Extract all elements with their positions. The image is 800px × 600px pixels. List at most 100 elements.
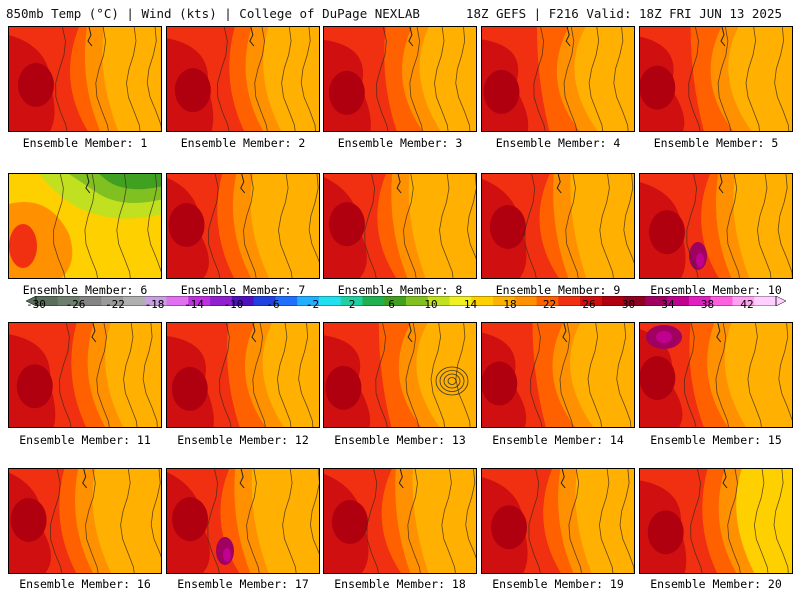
temperature-field-map	[324, 27, 476, 131]
colorbar-tick-label: -14	[184, 298, 204, 311]
temperature-field-map	[9, 27, 161, 131]
colorbar-swatch	[754, 296, 777, 306]
temperature-field-map	[640, 469, 792, 573]
ensemble-member-panel	[8, 26, 162, 132]
ensemble-member-label: Ensemble Member: 19	[492, 577, 624, 591]
colorbar-tick-label: -30	[26, 298, 46, 311]
colorbar-swatch	[536, 296, 559, 306]
colorbar-swatch	[493, 296, 516, 306]
colorbar-swatch	[144, 296, 167, 306]
ensemble-member-panel	[481, 468, 635, 574]
ensemble-member-label: Ensemble Member: 15	[650, 433, 782, 447]
colorbar-swatch	[601, 296, 625, 306]
colorbar-tick-label: 30	[621, 298, 636, 311]
colorbar-swatch	[297, 296, 320, 306]
temperature-field-map	[640, 174, 792, 278]
colorbar-swatch	[166, 296, 189, 306]
temperature-field-map	[482, 174, 634, 278]
colorbar-swatch	[449, 296, 472, 306]
ensemble-member-panel	[8, 468, 162, 574]
colorbar-tick-label: 26	[582, 298, 596, 311]
ensemble-member-panel	[323, 468, 477, 574]
colorbar-swatch	[471, 296, 494, 306]
ensemble-member-panel	[166, 322, 320, 428]
ensemble-member-label: Ensemble Member: 13	[334, 433, 466, 447]
colorbar-tick-label: -22	[105, 298, 125, 311]
temperature-field-map	[9, 469, 161, 573]
colorbar-swatch	[101, 296, 124, 306]
model-run-valid-time: 18Z GEFS | F216 Valid: 18Z FRI JUN 13 20…	[465, 6, 782, 21]
colorbar-tick-label: 18	[503, 298, 517, 311]
temperature-field-map	[167, 323, 319, 427]
colorbar-swatch	[362, 296, 385, 306]
colorbar-tick-label: 10	[424, 298, 438, 311]
colorbar-swatch	[667, 296, 690, 306]
ensemble-member-label: Ensemble Member: 5	[653, 136, 779, 150]
temperature-field-map	[640, 323, 792, 427]
colorbar-swatch	[79, 296, 102, 306]
temperature-field-map	[167, 27, 319, 131]
colorbar-swatch	[210, 296, 233, 306]
ensemble-member-panel	[481, 26, 635, 132]
colorbar-swatch	[558, 296, 581, 306]
colorbar-swatch	[514, 296, 537, 306]
colorbar-swatch	[188, 296, 211, 306]
colorbar-swatch	[645, 296, 668, 306]
temperature-field-map	[324, 469, 476, 573]
colorbar-tick-label: 2	[348, 298, 356, 311]
temperature-colorbar	[26, 296, 786, 306]
colorbar-swatch	[406, 296, 429, 306]
colorbar-swatch	[275, 296, 298, 306]
colorbar-tick-label: 6	[388, 298, 395, 311]
ensemble-member-panel	[639, 26, 793, 132]
ensemble-member-panel	[481, 322, 635, 428]
colorbar-swatch	[623, 296, 646, 306]
ensemble-member-panel	[8, 173, 162, 279]
ensemble-member-panel	[8, 322, 162, 428]
colorbar-swatch	[710, 296, 733, 306]
colorbar-tick-label: 14	[463, 298, 478, 311]
temperature-field-map	[482, 469, 634, 573]
colorbar-tick-label: -18	[144, 298, 165, 311]
ensemble-member-label: Ensemble Member: 20	[650, 577, 782, 591]
colorbar-swatch	[123, 296, 146, 306]
temperature-field-map	[324, 174, 476, 278]
temperature-field-map	[9, 174, 161, 278]
temperature-field-map	[324, 323, 476, 427]
ensemble-member-panel	[639, 173, 793, 279]
ensemble-member-label: Ensemble Member: 9	[495, 283, 621, 297]
colorbar-swatch	[732, 296, 755, 306]
colorbar-swatch	[36, 296, 59, 306]
colorbar-tick-label: -26	[65, 298, 86, 311]
temperature-field-map	[482, 27, 634, 131]
ensemble-member-panel	[639, 322, 793, 428]
colorbar-tick-label: -2	[305, 298, 320, 311]
ensemble-member-panel	[323, 173, 477, 279]
colorbar-swatch	[384, 296, 407, 306]
colorbar-tick-label: -10	[223, 298, 244, 311]
colorbar-swatch	[318, 296, 342, 306]
temperature-field-map	[482, 323, 634, 427]
colorbar-tick-label: 38	[700, 298, 715, 311]
colorbar-swatch	[231, 296, 255, 306]
ensemble-member-label: Ensemble Member: 16	[19, 577, 151, 591]
ensemble-member-panel	[166, 173, 320, 279]
temperature-field-map	[167, 469, 319, 573]
ensemble-member-label: Ensemble Member: 17	[177, 577, 309, 591]
ensemble-member-panel	[323, 322, 477, 428]
colorbar-swatch	[688, 296, 712, 306]
ensemble-member-label: Ensemble Member: 11	[19, 433, 151, 447]
colorbar-swatch	[427, 296, 450, 306]
ensemble-member-panel	[639, 468, 793, 574]
ensemble-member-label: Ensemble Member: 14	[492, 433, 624, 447]
colorbar-swatch	[253, 296, 276, 306]
ensemble-member-label: Ensemble Member: 2	[180, 136, 306, 150]
ensemble-member-label: Ensemble Member: 1	[22, 136, 148, 150]
colorbar-tick-label: -6	[266, 298, 280, 311]
temperature-field-map	[167, 174, 319, 278]
colorbar-tick-label: 34	[661, 298, 675, 311]
colorbar-swatch	[57, 296, 80, 306]
ensemble-member-label: Ensemble Member: 6	[22, 283, 148, 297]
ensemble-member-label: Ensemble Member: 7	[180, 283, 306, 297]
ensemble-member-label: Ensemble Member: 18	[334, 577, 466, 591]
